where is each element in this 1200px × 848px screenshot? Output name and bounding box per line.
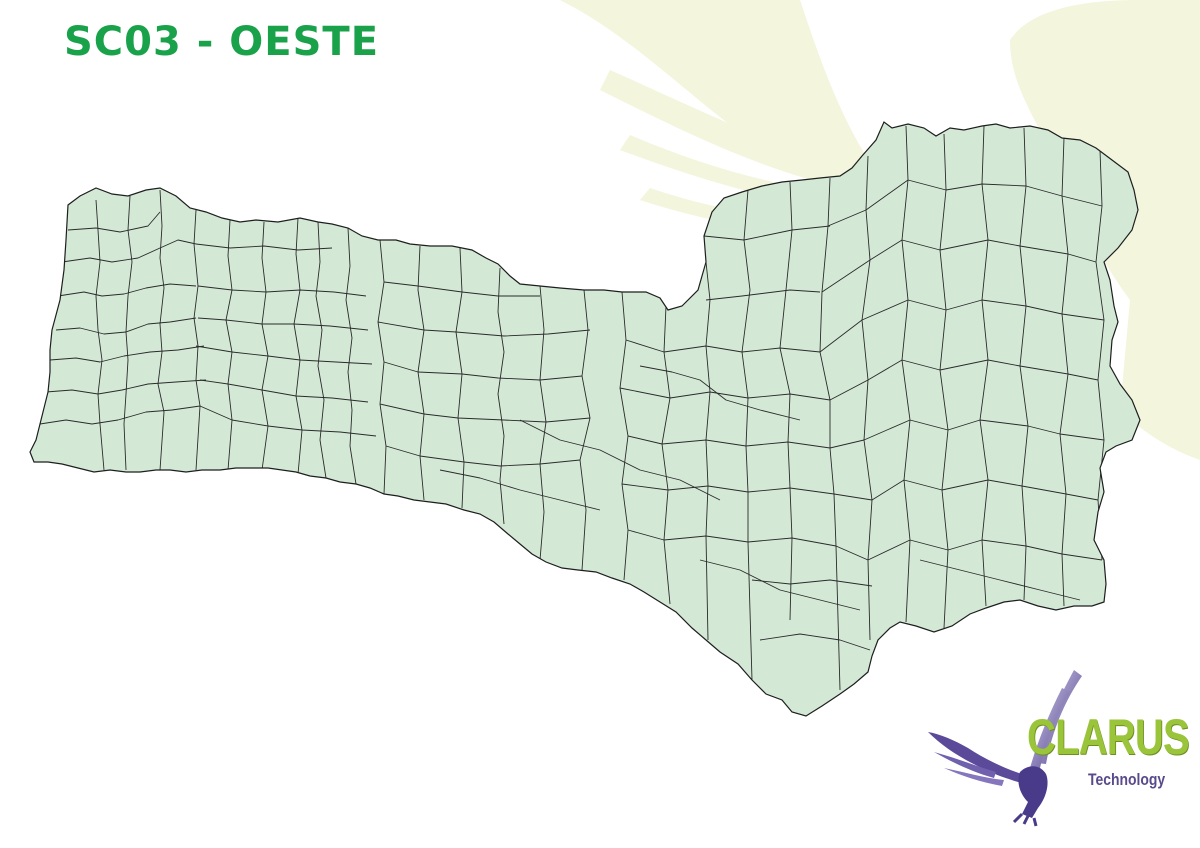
eagle-icon bbox=[928, 670, 1082, 827]
clarus-logo: CLARUS Technology bbox=[924, 668, 1190, 828]
clarus-tagline: Technology bbox=[1088, 770, 1166, 789]
page-title: SC03 - OESTE bbox=[64, 19, 380, 65]
clarus-wordmark: CLARUS bbox=[1027, 709, 1190, 765]
